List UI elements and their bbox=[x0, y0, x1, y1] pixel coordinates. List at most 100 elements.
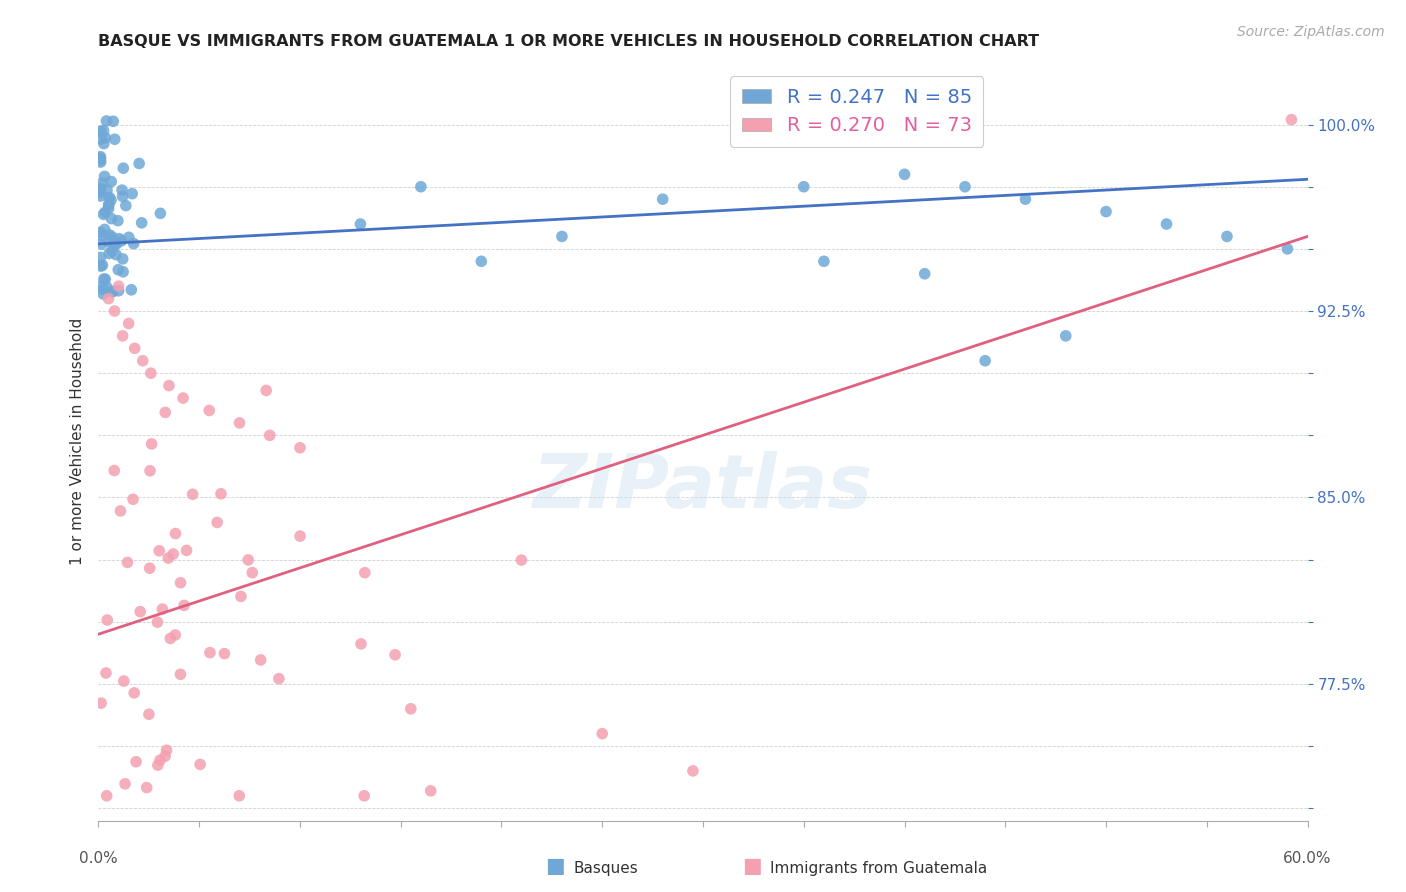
Point bbox=[149, 753, 172, 767]
Text: ■: ■ bbox=[546, 856, 565, 876]
Point bbox=[91, 287, 114, 301]
Point bbox=[107, 279, 129, 293]
Point bbox=[238, 553, 260, 567]
Point bbox=[125, 755, 148, 769]
Point bbox=[115, 199, 138, 213]
Point bbox=[132, 353, 155, 368]
Point bbox=[159, 632, 181, 646]
Point bbox=[100, 193, 122, 207]
Point bbox=[149, 206, 172, 220]
Point bbox=[155, 405, 177, 419]
Point bbox=[94, 131, 117, 145]
Point bbox=[98, 227, 121, 242]
Point bbox=[121, 186, 143, 201]
Point bbox=[122, 492, 145, 507]
Point bbox=[169, 667, 191, 681]
Point bbox=[124, 341, 146, 355]
Text: ■: ■ bbox=[742, 856, 762, 876]
Point bbox=[93, 169, 115, 184]
Point bbox=[89, 186, 111, 200]
Point bbox=[165, 526, 187, 541]
Point bbox=[162, 547, 184, 561]
Point bbox=[111, 252, 134, 266]
Point bbox=[128, 156, 150, 170]
Point bbox=[155, 743, 177, 757]
Point bbox=[228, 789, 250, 803]
Point bbox=[117, 556, 139, 570]
Point bbox=[165, 628, 187, 642]
Point bbox=[240, 566, 263, 580]
Point bbox=[100, 175, 122, 189]
Point bbox=[107, 284, 129, 298]
Point bbox=[118, 317, 141, 331]
Point bbox=[129, 605, 152, 619]
Point bbox=[110, 504, 132, 518]
Point bbox=[91, 258, 114, 272]
Point bbox=[169, 575, 191, 590]
Point bbox=[112, 673, 135, 688]
Text: Immigrants from Guatemala: Immigrants from Guatemala bbox=[770, 861, 988, 876]
Point bbox=[214, 647, 236, 661]
Point bbox=[349, 217, 371, 231]
Point bbox=[107, 213, 129, 227]
Point bbox=[89, 251, 111, 265]
Point bbox=[813, 254, 835, 268]
Point bbox=[120, 283, 142, 297]
Point bbox=[90, 189, 112, 203]
Point bbox=[94, 272, 117, 286]
Point bbox=[267, 672, 290, 686]
Point bbox=[122, 236, 145, 251]
Point bbox=[97, 235, 120, 249]
Text: BASQUE VS IMMIGRANTS FROM GUATEMALA 1 OR MORE VEHICLES IN HOUSEHOLD CORRELATION : BASQUE VS IMMIGRANTS FROM GUATEMALA 1 OR… bbox=[98, 34, 1039, 49]
Text: Source: ZipAtlas.com: Source: ZipAtlas.com bbox=[1237, 25, 1385, 39]
Point bbox=[1281, 112, 1303, 127]
Point bbox=[89, 279, 111, 293]
Point bbox=[110, 234, 132, 248]
Point bbox=[93, 136, 115, 151]
Point bbox=[135, 780, 157, 795]
Point bbox=[384, 648, 406, 662]
Point bbox=[157, 551, 180, 566]
Point bbox=[103, 464, 125, 478]
Point bbox=[96, 114, 118, 128]
Point bbox=[93, 207, 115, 221]
Point bbox=[181, 487, 204, 501]
Point bbox=[103, 304, 125, 318]
Point bbox=[89, 124, 111, 138]
Point bbox=[118, 230, 141, 244]
Point bbox=[974, 353, 997, 368]
Point bbox=[353, 789, 375, 803]
Point bbox=[90, 228, 112, 243]
Point bbox=[98, 190, 121, 204]
Point bbox=[112, 265, 135, 279]
Point bbox=[682, 764, 704, 778]
Point bbox=[105, 248, 128, 262]
Point bbox=[146, 758, 169, 772]
Point bbox=[1054, 329, 1077, 343]
Point bbox=[254, 384, 277, 398]
Y-axis label: 1 or more Vehicles in Household: 1 or more Vehicles in Household bbox=[69, 318, 84, 566]
Point bbox=[89, 150, 111, 164]
Point bbox=[259, 428, 281, 442]
Point bbox=[893, 167, 915, 181]
Point bbox=[111, 189, 134, 203]
Point bbox=[97, 198, 120, 212]
Point bbox=[94, 205, 117, 219]
Point bbox=[172, 391, 194, 405]
Point bbox=[122, 686, 145, 700]
Point bbox=[98, 246, 121, 260]
Point bbox=[409, 179, 432, 194]
Point bbox=[551, 229, 574, 244]
Point bbox=[1216, 229, 1239, 244]
Point bbox=[111, 329, 134, 343]
Point bbox=[114, 777, 136, 791]
Point bbox=[399, 702, 422, 716]
Point bbox=[90, 696, 112, 710]
Point bbox=[138, 707, 160, 722]
Point bbox=[101, 244, 124, 258]
Point bbox=[97, 292, 120, 306]
Point bbox=[146, 615, 169, 629]
Point bbox=[353, 566, 375, 580]
Point bbox=[188, 757, 211, 772]
Point bbox=[914, 267, 936, 281]
